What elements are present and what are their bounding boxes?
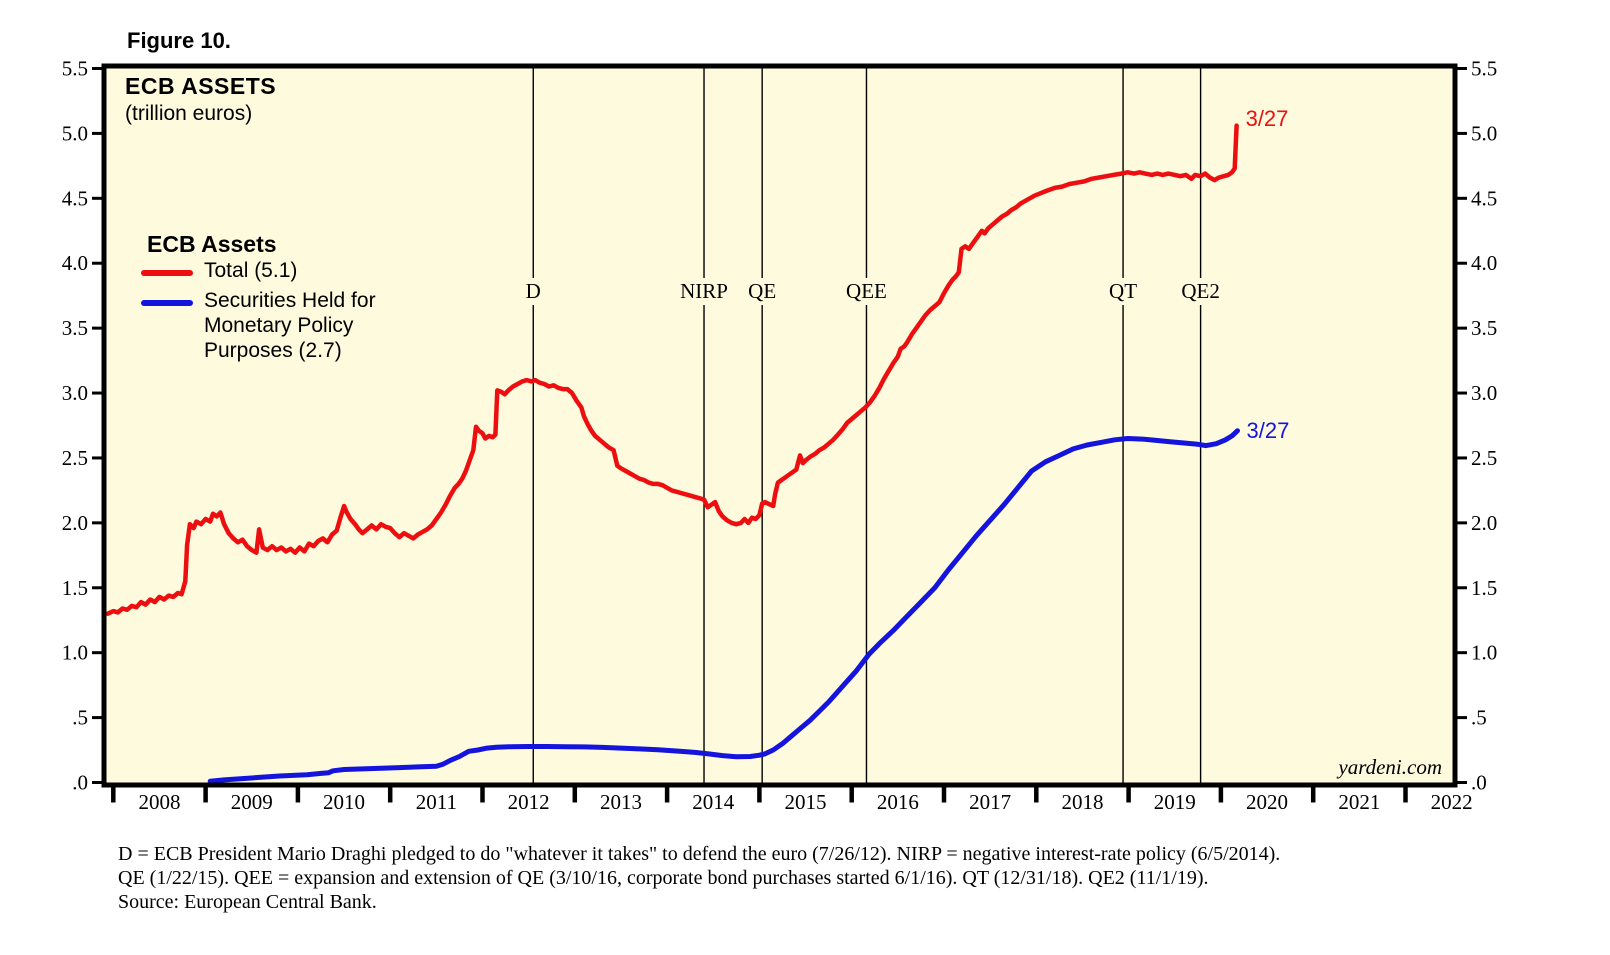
legend-heading: ECB Assets [147, 231, 277, 257]
event-label-qt: QT [1105, 278, 1142, 305]
y-axis-label-left: 2.5 [62, 446, 88, 470]
securities-latest-annotation: 3/27 [1246, 417, 1290, 443]
x-axis-year-label-2014: 2014 [692, 790, 735, 814]
y-axis-label-right: 3.5 [1471, 316, 1497, 340]
y-axis-label-left: 5.0 [62, 121, 88, 145]
y-axis-label-left: 3.5 [62, 316, 88, 340]
y-axis-label-right: 1.0 [1471, 641, 1497, 665]
securities-series-swatch [141, 300, 193, 306]
total-latest-annotation: 3/27 [1245, 105, 1289, 131]
total-series-swatch [141, 270, 193, 276]
x-axis-year-label-2019: 2019 [1154, 790, 1196, 814]
event-label-qee: QEE [842, 278, 891, 305]
y-axis-label-right: 2.5 [1471, 446, 1497, 470]
x-axis-year-label-2020: 2020 [1246, 790, 1288, 814]
total-series-line [105, 123, 1239, 616]
y-axis-label-left: .5 [72, 706, 88, 730]
footnote-line-3: Source: European Central Bank. [118, 891, 377, 913]
y-axis-label-left: .0 [72, 771, 88, 795]
x-axis-year-label-2015: 2015 [785, 790, 827, 814]
footnotes: D = ECB President Mario Draghi pledged t… [118, 842, 1280, 914]
footnote-line-1: D = ECB President Mario Draghi pledged t… [118, 843, 1281, 865]
plot-background [104, 66, 1455, 785]
y-axis-label-left: 5.5 [62, 56, 88, 80]
event-label-qe2: QE2 [1177, 278, 1224, 305]
x-axis-year-label-2021: 2021 [1338, 790, 1380, 814]
y-axis-label-right: 5.5 [1471, 56, 1497, 80]
y-axis-label-left: 3.0 [62, 381, 88, 405]
y-axis-label-right: 4.5 [1471, 186, 1497, 210]
x-axis-year-label-2010: 2010 [323, 790, 365, 814]
chart-subtitle: (trillion euros) [125, 102, 253, 125]
y-axis-label-left: 2.0 [62, 511, 88, 535]
x-axis-year-label-2012: 2012 [508, 790, 550, 814]
y-axis-label-right: .5 [1471, 706, 1487, 730]
plot-border [101, 63, 1458, 788]
x-axis-year-label-2016: 2016 [877, 790, 919, 814]
watermark: yardeni.com [1338, 755, 1442, 779]
y-axis-label-right: 5.0 [1471, 121, 1497, 145]
x-axis-year-label-2018: 2018 [1061, 790, 1103, 814]
x-axis-year-label-2013: 2013 [600, 790, 642, 814]
y-axis-label-left: 4.5 [62, 186, 88, 210]
figure-label: Figure 10. [127, 28, 231, 53]
y-axis-label-right: 2.0 [1471, 511, 1497, 535]
securities-series-line [207, 428, 1240, 784]
y-axis-label-right: .0 [1471, 771, 1487, 795]
event-label-nirp: NIRP [676, 278, 732, 305]
footnote-line-2: QE (1/22/15). QEE = expansion and extens… [118, 867, 1209, 889]
x-axis-year-label-2008: 2008 [138, 790, 180, 814]
chart-title: ECB ASSETS [125, 73, 277, 99]
x-axis-year-label-2022: 2022 [1431, 790, 1473, 814]
event-label-qe: QE [744, 278, 781, 305]
y-axis-label-right: 3.0 [1471, 381, 1497, 405]
x-axis-year-label-2011: 2011 [416, 790, 457, 814]
event-label-d: D [521, 278, 545, 305]
y-axis-label-left: 1.5 [62, 576, 88, 600]
y-axis-label-left: 1.0 [62, 641, 88, 665]
y-axis-label-right: 4.0 [1471, 251, 1497, 275]
total-legend-label: Total (5.1) [204, 259, 298, 282]
x-axis-year-label-2009: 2009 [231, 790, 273, 814]
x-axis-year-label-2017: 2017 [969, 790, 1011, 814]
y-axis-label-left: 4.0 [62, 251, 88, 275]
securities-legend-label: Securities Held for Monetary Policy Purp… [204, 289, 376, 362]
y-axis-label-right: 1.5 [1471, 576, 1497, 600]
